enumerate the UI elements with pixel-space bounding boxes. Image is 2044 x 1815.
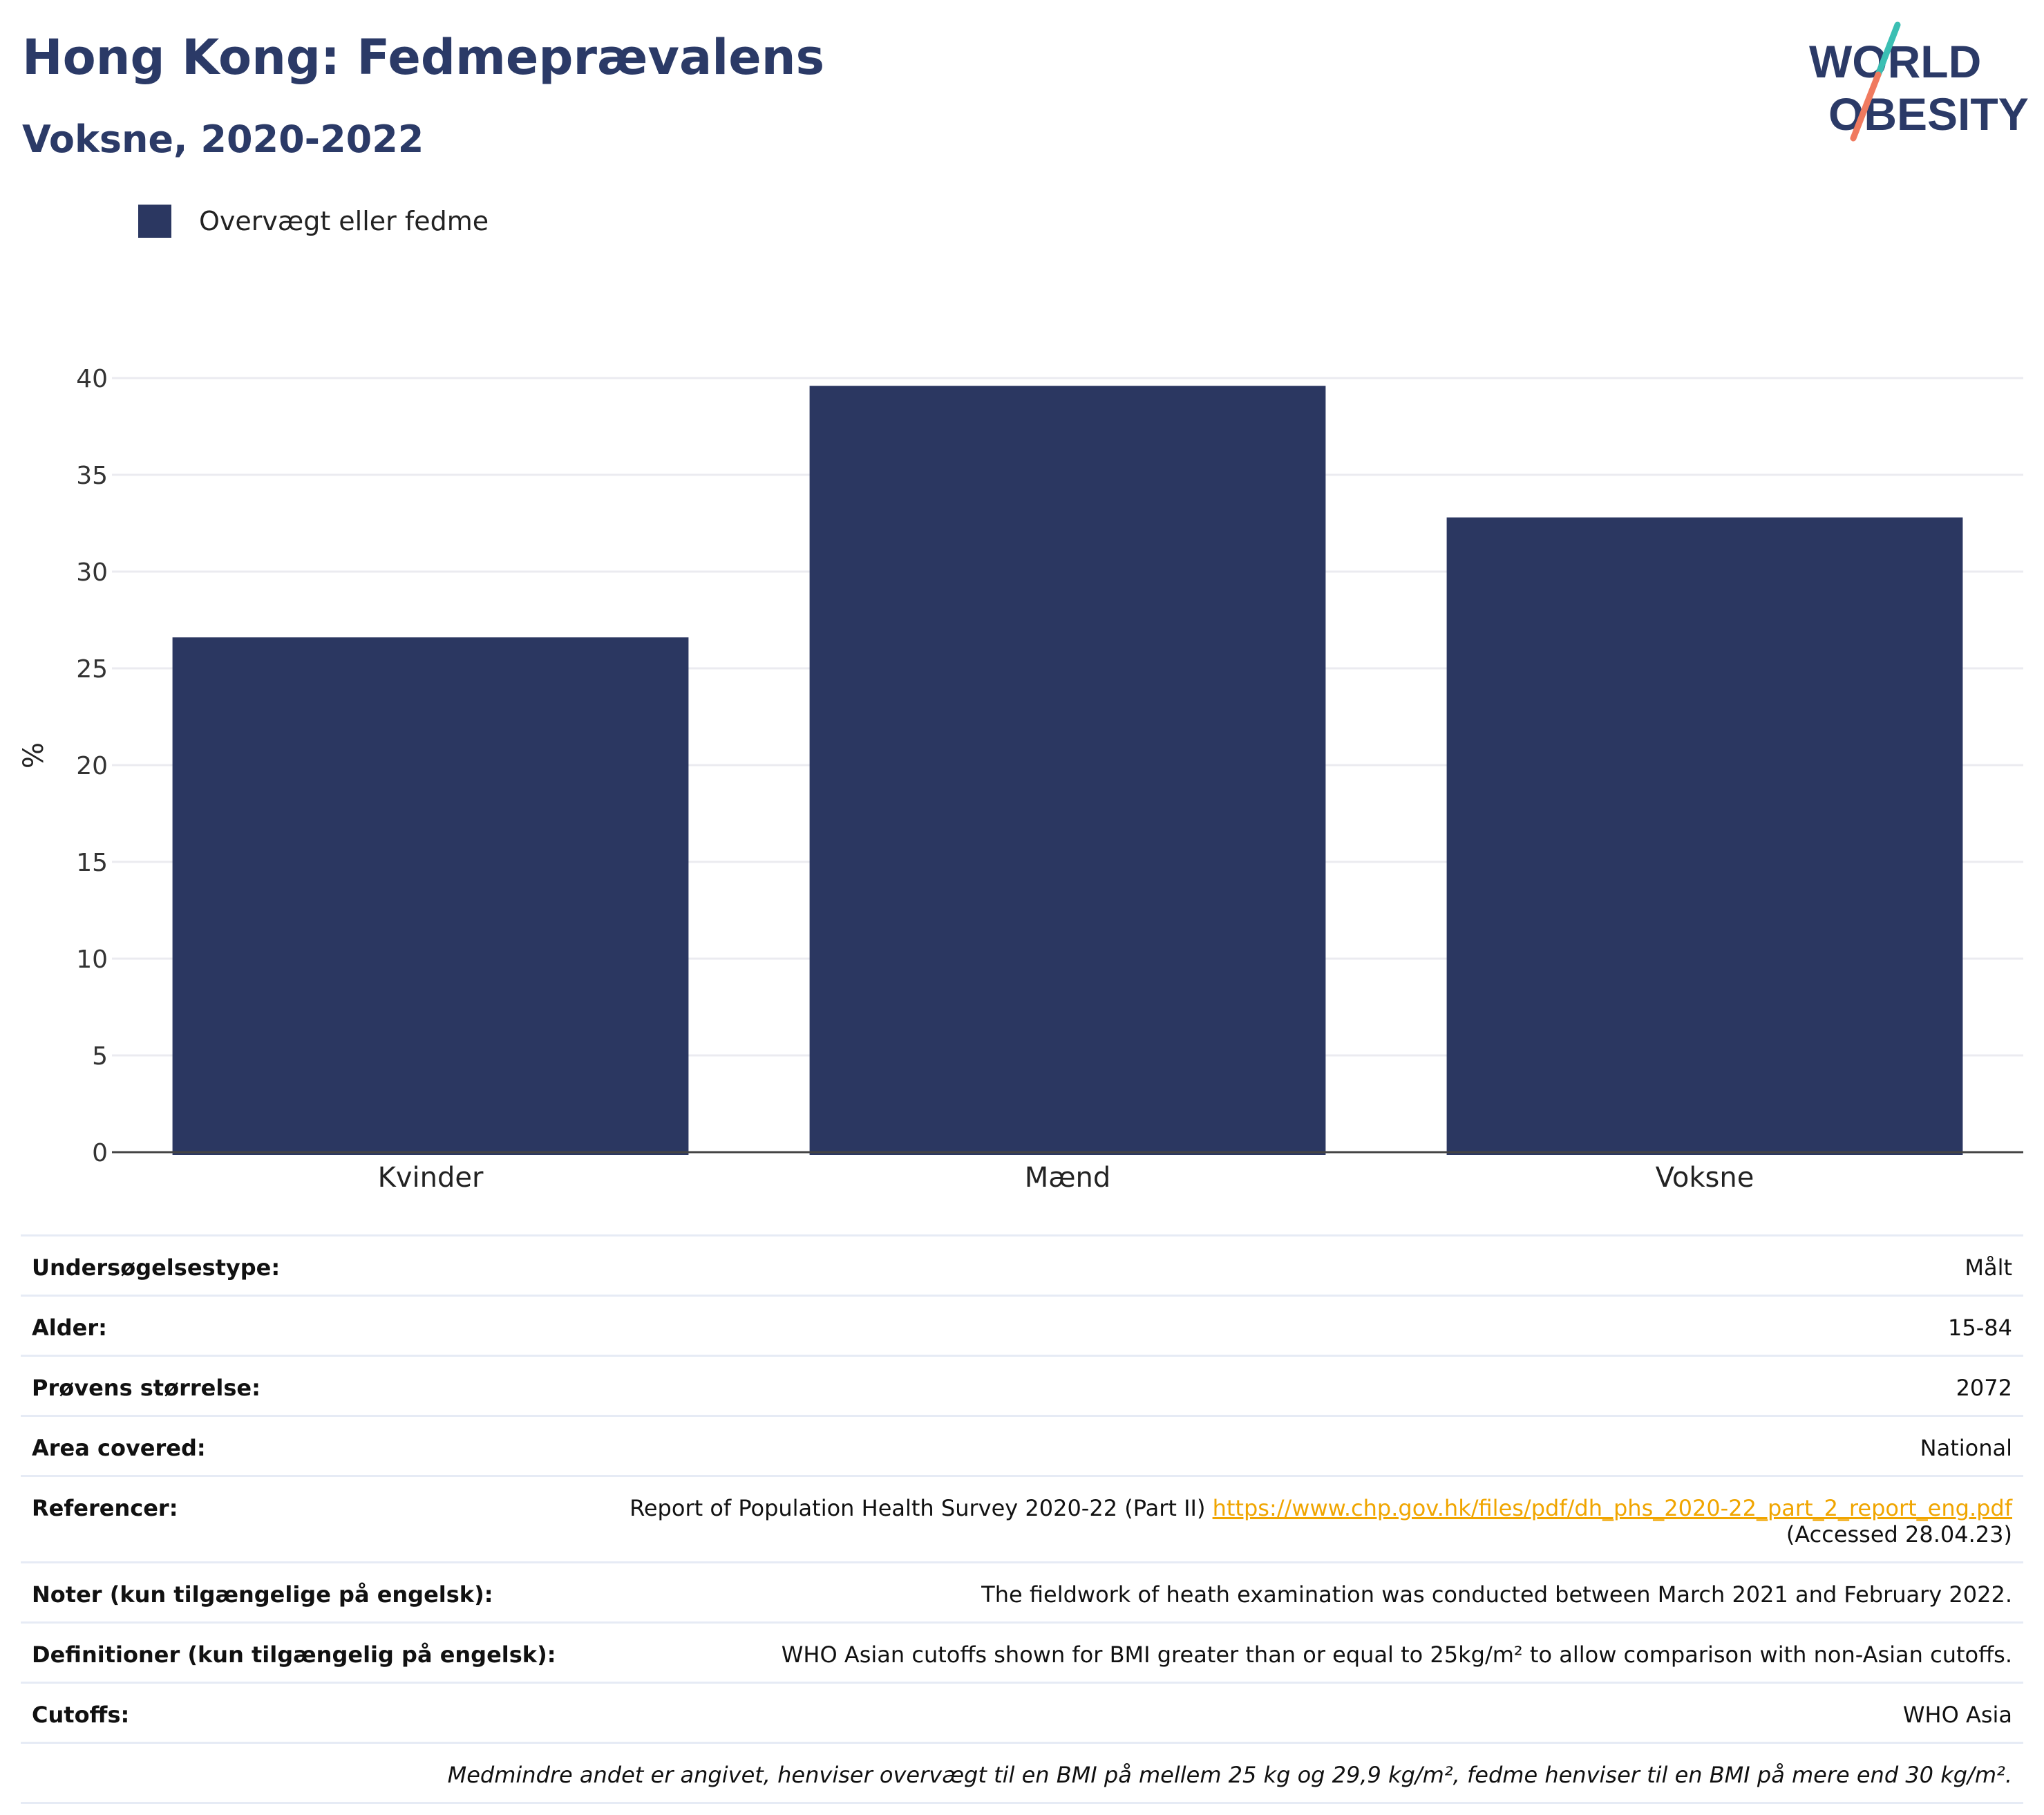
chart-legend[interactable]: Overvægt eller fedme — [138, 205, 489, 238]
meta-key: Alder: — [32, 1315, 107, 1341]
metadata-table: Undersøgelsestype: Målt Alder: 15-84 Prø… — [21, 1234, 2023, 1804]
meta-row-references: Referencer: Report of Population Health … — [21, 1477, 2023, 1563]
meta-row-cutoffs: Cutoffs: WHO Asia — [21, 1684, 2023, 1744]
bar-mænd[interactable] — [809, 386, 1326, 1156]
page-subtitle: Voksne, 2020-2022 — [22, 117, 424, 161]
y-tick-label: 40 — [76, 365, 108, 393]
reference-link[interactable]: https://www.chp.gov.hk/files/pdf/dh_phs_… — [1212, 1495, 2012, 1521]
x-tick-label: Voksne — [1656, 1162, 1754, 1194]
meta-value: 15-84 — [1948, 1315, 2012, 1341]
y-tick-label: 0 — [92, 1139, 108, 1167]
meta-value: 2072 — [1956, 1375, 2012, 1401]
meta-value: Report of Population Health Survey 2020-… — [630, 1495, 2012, 1548]
x-tick-label: Kvinder — [378, 1162, 484, 1194]
legend-swatch — [138, 205, 171, 238]
meta-key: Area covered: — [32, 1435, 206, 1461]
page-title: Hong Kong: Fedmeprævalens — [22, 29, 825, 86]
meta-row-definitions: Definitioner (kun tilgængelig på engelsk… — [21, 1624, 2023, 1684]
meta-value: Målt — [1965, 1254, 2012, 1281]
meta-value: WHO Asia — [1902, 1702, 2012, 1728]
meta-key: Prøvens størrelse: — [32, 1375, 261, 1401]
logo-slash-top — [1875, 21, 1901, 78]
meta-row-area: Area covered: National — [21, 1417, 2023, 1477]
world-obesity-logo: WORLD OBESITY — [1809, 21, 2029, 142]
meta-row-age: Alder: 15-84 — [21, 1297, 2023, 1357]
x-tick-label: Mænd — [1025, 1162, 1111, 1194]
y-tick-label: 20 — [76, 752, 108, 780]
y-tick-label: 35 — [76, 462, 108, 490]
reference-accessed: (Accessed 28.04.23) — [1786, 1521, 2012, 1548]
bar-kvinder[interactable] — [172, 637, 689, 1155]
bar-voksne[interactable] — [1446, 517, 1963, 1155]
y-tick-label: 10 — [76, 946, 108, 974]
meta-key: Undersøgelsestype: — [32, 1254, 281, 1281]
meta-row-survey-type: Undersøgelsestype: Målt — [21, 1236, 2023, 1297]
meta-key: Noter (kun tilgængelige på engelsk): — [32, 1581, 493, 1608]
legend-label: Overvægt eller fedme — [199, 206, 489, 236]
y-tick-label: 15 — [76, 849, 108, 877]
meta-value: WHO Asian cutoffs shown for BMI greater … — [781, 1642, 2012, 1668]
meta-key: Referencer: — [32, 1495, 178, 1521]
bar-chart: 0 5 10 15 20 25 30 35 40 Kvinder Mænd Voksne — [76, 365, 2023, 1194]
meta-row-sample-size: Prøvens størrelse: 2072 — [21, 1357, 2023, 1417]
meta-value: National — [1920, 1435, 2012, 1461]
reference-text: Report of Population Health Survey 2020-… — [630, 1495, 1206, 1521]
footnote-text: Medmindre andet er angivet, henviser ove… — [447, 1762, 2012, 1788]
meta-row-notes: Noter (kun tilgængelige på engelsk): The… — [21, 1563, 2023, 1624]
y-tick-label: 30 — [76, 558, 108, 587]
meta-value: The fieldwork of heath examination was c… — [981, 1581, 2012, 1608]
y-tick-label: 5 — [92, 1042, 108, 1071]
logo-line-1: WORLD — [1809, 36, 1981, 87]
meta-key: Definitioner (kun tilgængelig på engelsk… — [32, 1642, 556, 1668]
meta-footnote: Medmindre andet er angivet, henviser ove… — [21, 1744, 2023, 1804]
y-tick-label: 25 — [76, 655, 108, 684]
meta-key: Cutoffs: — [32, 1702, 130, 1728]
logo-slash-bottom — [1850, 71, 1882, 142]
